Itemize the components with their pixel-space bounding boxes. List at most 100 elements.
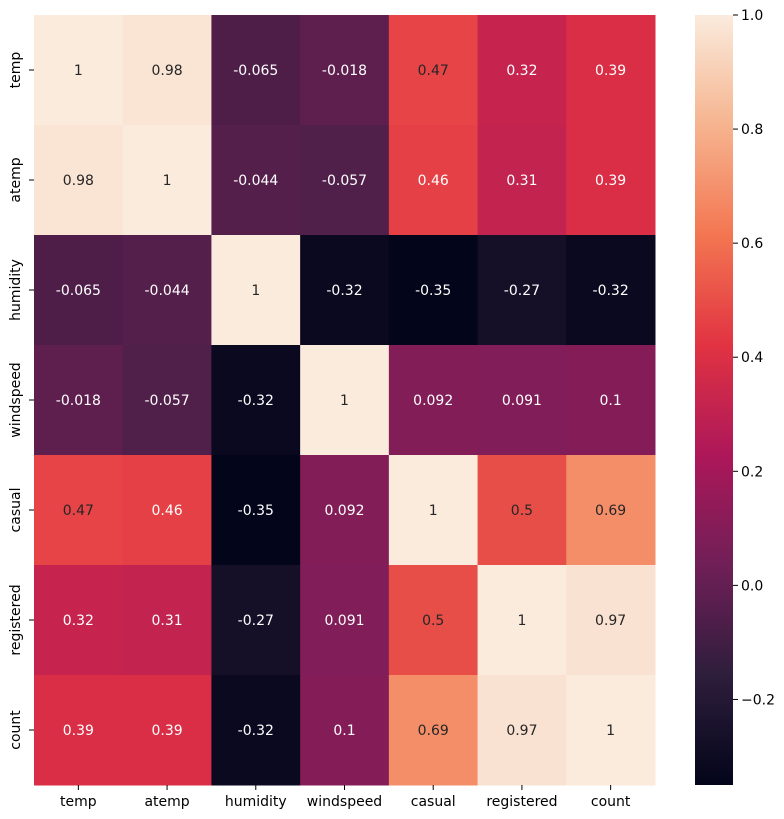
cell-annotation: 0.5 (422, 613, 444, 629)
cell-annotation: 0.98 (63, 173, 94, 189)
heatmap-cell-count-registered (477, 675, 567, 786)
heatmap-cell-atemp-atemp (122, 125, 212, 236)
heatmap-cell-humidity-count (566, 235, 656, 346)
cell-annotation: 0.092 (413, 393, 453, 409)
cell-annotation: 1 (74, 63, 83, 79)
colorbar-tick-label: 0.2 (741, 464, 763, 480)
heatmap-cell-temp-registered (477, 15, 567, 126)
heatmap-cell-count-windspeed (300, 675, 390, 786)
cell-annotation: -0.32 (326, 283, 362, 299)
heatmap-cell-casual-temp (34, 455, 124, 566)
cell-annotation: -0.044 (145, 283, 190, 299)
heatmap-cell-casual-count (566, 455, 656, 566)
cell-annotation: -0.32 (238, 723, 274, 739)
heatmap-cell-registered-atemp (122, 565, 212, 676)
colorbar-tick-label: 0.8 (741, 122, 763, 138)
cell-annotation: -0.32 (593, 283, 629, 299)
cell-annotation: 1 (340, 393, 349, 409)
y-tick-label-windspeed: windspeed (8, 362, 24, 437)
colorbar-tick-label: 0.4 (741, 350, 763, 366)
heatmap-cell-humidity-registered (477, 235, 567, 346)
cell-annotation: 0.39 (151, 723, 182, 739)
cell-annotation: -0.27 (504, 283, 540, 299)
cell-annotation: 0.47 (418, 63, 449, 79)
heatmap-cell-temp-temp (34, 15, 124, 126)
y-tick-label-humidity: humidity (8, 259, 24, 321)
heatmap-cell-atemp-windspeed (300, 125, 390, 236)
colorbar: 1.0 0.8 0.6 0.4 0.2 0.0 −0.2 (695, 8, 775, 785)
heatmap-cell-windspeed-registered (477, 345, 567, 456)
heatmap-cell-humidity-atemp (122, 235, 212, 346)
cell-annotation: 0.39 (595, 173, 626, 189)
colorbar-tick-label: 1.0 (741, 8, 763, 24)
cell-annotation: 0.46 (418, 173, 449, 189)
x-tick-label-humidity: humidity (225, 794, 287, 810)
cell-annotation: 1 (606, 723, 615, 739)
colorbar-tick-label: 0.6 (741, 236, 763, 252)
heatmap-cell-atemp-temp (34, 125, 124, 236)
heatmap-cell-count-atemp (122, 675, 212, 786)
cell-annotation: 0.97 (595, 613, 626, 629)
x-tick-label-casual: casual (411, 794, 456, 810)
heatmap-cell-casual-atemp (122, 455, 212, 566)
heatmap-cell-registered-count (566, 565, 656, 676)
colorbar-tick-label: −0.2 (741, 692, 775, 708)
cell-annotation: 1 (429, 503, 438, 519)
heatmap-annotations: 1 0.98 -0.065 -0.018 0.47 0.32 0.39 0.98 1 -0.044… (56, 63, 629, 739)
cell-annotation: -0.057 (145, 393, 190, 409)
heatmap-cell-registered-registered (477, 565, 567, 676)
heatmap-cell-casual-humidity (211, 455, 301, 566)
cell-annotation: 0.97 (506, 723, 537, 739)
cell-annotation: -0.32 (238, 393, 274, 409)
heatmap-cell-registered-windspeed (300, 565, 390, 676)
heatmap-cell-count-casual (388, 675, 479, 786)
cell-annotation: 0.1 (600, 393, 622, 409)
heatmap-cell-casual-registered (477, 455, 567, 566)
cell-annotation: 0.47 (63, 503, 94, 519)
heatmap-cell-atemp-humidity (211, 125, 301, 236)
heatmap-cell-casual-windspeed (300, 455, 390, 566)
heatmap-cell-humidity-humidity (211, 235, 301, 346)
cell-annotation: 0.98 (151, 63, 182, 79)
colorbar-tick-label: 0.0 (741, 578, 763, 594)
x-tick-label-temp: temp (60, 794, 97, 810)
y-tick-label-atemp: atemp (8, 157, 24, 202)
heatmap-cell-humidity-casual (388, 235, 479, 346)
cell-annotation: 1 (163, 173, 172, 189)
cell-annotation: 0.091 (324, 613, 364, 629)
heatmap-cells (34, 15, 656, 786)
heatmap-cell-temp-casual (388, 15, 479, 126)
cell-annotation: 1 (517, 613, 526, 629)
cell-annotation: -0.057 (322, 173, 367, 189)
y-tick-label-count: count (8, 710, 24, 750)
heatmap-cell-count-temp (34, 675, 124, 786)
heatmap-cell-windspeed-casual (388, 345, 479, 456)
heatmap-cell-atemp-registered (477, 125, 567, 236)
cell-annotation: 0.39 (63, 723, 94, 739)
heatmap-cell-temp-humidity (211, 15, 301, 126)
heatmap-cell-temp-windspeed (300, 15, 390, 126)
cell-annotation: 0.69 (418, 723, 449, 739)
cell-annotation: -0.35 (415, 283, 451, 299)
cell-annotation: -0.35 (238, 503, 274, 519)
heatmap-cell-registered-temp (34, 565, 124, 676)
cell-annotation: 0.69 (595, 503, 626, 519)
colorbar-gradient (695, 15, 733, 785)
cell-annotation: 0.092 (324, 503, 364, 519)
cell-annotation: 0.1 (333, 723, 355, 739)
heatmap-cell-humidity-temp (34, 235, 124, 346)
heatmap-cell-windspeed-humidity (211, 345, 301, 456)
x-tick-label-windspeed: windspeed (307, 794, 382, 810)
heatmap-cell-temp-atemp (122, 15, 212, 126)
x-tick-label-atemp: atemp (144, 794, 189, 810)
cell-annotation: 0.46 (151, 503, 182, 519)
heatmap-cell-windspeed-atemp (122, 345, 212, 456)
heatmap-cell-temp-count (566, 15, 656, 126)
cell-annotation: -0.018 (56, 393, 101, 409)
heatmap-cell-count-count (566, 675, 656, 786)
cell-annotation: -0.065 (233, 63, 278, 79)
cell-annotation: 1 (251, 283, 260, 299)
cell-annotation: 0.5 (511, 503, 533, 519)
heatmap-cell-humidity-windspeed (300, 235, 390, 346)
y-axis: temp atemp humidity windspeed casual register… (8, 52, 34, 750)
